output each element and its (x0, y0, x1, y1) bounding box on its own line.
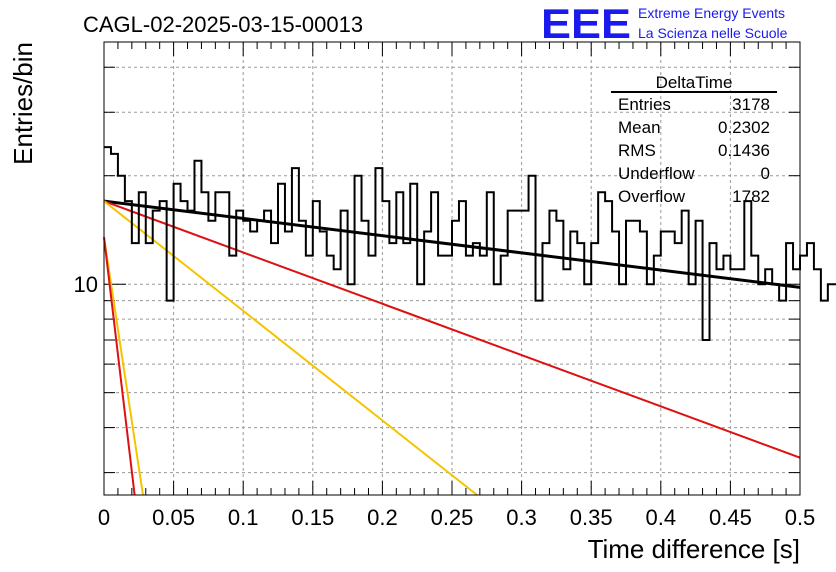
x-tick-label: 0.3 (506, 505, 537, 530)
stats-box: DeltaTime Entries 3178 Mean 0.2302 RMS 0.1436… (611, 73, 777, 206)
histogram-series (104, 146, 836, 342)
x-tick-label: 0.25 (431, 505, 474, 530)
plot-frame (103, 41, 801, 496)
axis-ticks (103, 42, 801, 495)
stats-label: Mean (618, 118, 661, 137)
eee-logo-line1: Extreme Energy Events (638, 5, 785, 21)
x-tick-label: 0 (98, 505, 110, 530)
y-tick-label: 10 (74, 272, 98, 297)
fit-line-2 (103, 200, 478, 496)
stats-label: RMS (618, 141, 656, 160)
x-axis-title: Time difference [s] (588, 534, 800, 564)
fit-line-1 (103, 200, 801, 459)
stats-value: 1782 (732, 187, 770, 206)
eee-logo: EEE Extreme Energy Events La Scienza nel… (541, 0, 788, 47)
y-tick-labels: 10 (74, 272, 98, 297)
stats-value: 0 (761, 164, 770, 183)
stats-value: 3178 (732, 95, 770, 114)
stats-label: Entries (618, 95, 671, 114)
plot-grid (104, 42, 800, 495)
x-tick-label: 0.1 (228, 505, 259, 530)
x-tick-label: 0.05 (152, 505, 195, 530)
eee-logo-mark: EEE (541, 0, 631, 47)
eee-logo-line2: La Scienza nelle Scuole (638, 25, 788, 41)
stats-label: Overflow (618, 187, 686, 206)
stats-value: 0.1436 (718, 141, 770, 160)
stats-label: Underflow (618, 164, 695, 183)
fit-line-4 (103, 237, 136, 496)
x-tick-label: 0.35 (570, 505, 613, 530)
y-axis-title: Entries/bin (8, 42, 38, 165)
stats-rows: Entries 3178 Mean 0.2302 RMS 0.1436 Underflow 0… (618, 95, 770, 206)
histogram-step-line (104, 146, 836, 342)
x-tick-labels: 0 0.05 0.1 0.15 0.2 0.25 0.3 0.35 0.4 0.45 0.5 (98, 505, 815, 530)
x-tick-label: 0.4 (646, 505, 677, 530)
x-tick-label: 0.45 (709, 505, 752, 530)
stats-box-title: DeltaTime (656, 73, 733, 92)
stats-value: 0.2302 (718, 118, 770, 137)
x-tick-label: 0.2 (367, 505, 398, 530)
x-tick-label: 0.5 (785, 505, 816, 530)
fit-line-3 (103, 237, 144, 496)
x-tick-label: 0.15 (291, 505, 334, 530)
run-title: CAGL-02-2025-03-15-00013 (83, 12, 363, 37)
